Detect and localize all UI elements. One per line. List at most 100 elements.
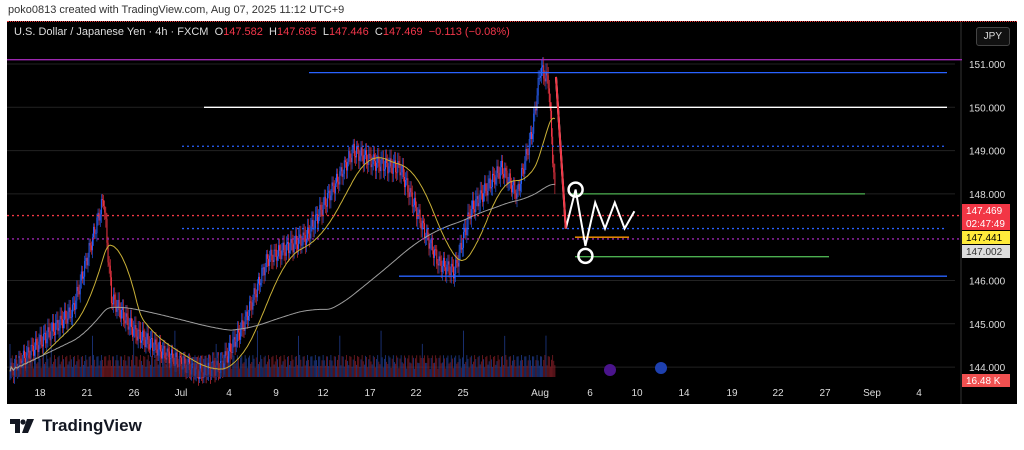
volume-bar [256, 330, 258, 377]
volume-bar [352, 359, 354, 377]
time-tick: Sep [863, 388, 881, 399]
volume-bar [87, 366, 89, 377]
candle-body [381, 158, 383, 160]
candle-body [46, 339, 48, 344]
chart-area[interactable]: 151.000 150.000 149.000 148.000 146.000 145.0… [7, 21, 1017, 404]
candle-body [481, 193, 483, 202]
candle-body [413, 197, 415, 206]
time-tick: 18 [34, 388, 46, 399]
currency-button[interactable]: JPY [975, 27, 1010, 46]
volume-bar [447, 355, 449, 377]
volume-bar [220, 362, 221, 377]
candle-body [249, 301, 251, 316]
volume-bar [460, 367, 462, 377]
volume-bar [79, 366, 81, 377]
candle-body [91, 237, 93, 251]
tradingview-logo[interactable]: TradingView [10, 416, 142, 436]
volume-bar [103, 366, 104, 377]
volume-bar [546, 365, 548, 377]
volume-bar [93, 355, 94, 377]
volume-bar [186, 355, 188, 377]
candle-body [424, 223, 426, 238]
volume-bar [58, 355, 60, 377]
volume-bar [175, 357, 177, 377]
high-label: H [269, 26, 277, 38]
volume-bar [318, 356, 320, 377]
logo-text: TradingView [42, 416, 142, 435]
candle-body [329, 190, 331, 201]
volume-bar [470, 355, 472, 377]
volume-bar [204, 363, 206, 377]
volume-bar [290, 361, 292, 377]
candle-body [361, 147, 363, 156]
candle-body [529, 132, 531, 140]
volume-bar [216, 358, 218, 377]
volume-bar [51, 364, 53, 377]
candle-body [418, 209, 420, 213]
volume-bar [338, 355, 340, 377]
candle-body [264, 267, 266, 276]
candle-body [27, 347, 29, 353]
candle-body [342, 173, 344, 177]
change-value: −0.113 (−0.08%) [428, 26, 510, 38]
candle-body [399, 164, 401, 176]
volume-bar [94, 359, 96, 377]
volume-bar [350, 356, 352, 377]
volume-bar [128, 356, 130, 377]
volume-bar [104, 356, 106, 377]
volume-bar [246, 368, 248, 377]
volume-bar [342, 356, 344, 377]
volume-bar [410, 363, 412, 377]
volume-bar [424, 355, 425, 377]
volume-bar [148, 361, 150, 377]
volume-bar [387, 363, 389, 377]
time-tick: 19 [726, 388, 738, 399]
volume-bar [366, 357, 367, 377]
volume-bar [116, 355, 118, 377]
candle-body [327, 193, 329, 207]
candle-body [371, 164, 373, 168]
price-tick: 150.000 [969, 103, 1006, 114]
candle-body [256, 283, 258, 298]
candle-body [456, 259, 458, 263]
volume-bar [240, 357, 242, 377]
time-tick: 12 [317, 388, 329, 399]
volume-bar [145, 366, 147, 377]
volume-bar [409, 362, 411, 377]
volume-bar [243, 362, 245, 377]
volume-bar [467, 358, 469, 377]
volume-bar [301, 366, 303, 377]
candle-body [31, 344, 33, 346]
candle-body [175, 352, 177, 357]
candle-body [349, 151, 351, 158]
candle-body [337, 173, 339, 182]
volume-bar [419, 355, 421, 377]
volume-bar [271, 357, 273, 377]
volume-bar [196, 363, 198, 377]
candle-body [109, 265, 111, 278]
candle-body [312, 219, 314, 230]
ma-slow-line [9, 183, 555, 372]
time-tick: 9 [273, 388, 279, 399]
volume-bar [163, 355, 165, 377]
candle-body [39, 334, 41, 342]
volume-bar [258, 364, 259, 377]
volume-bar [30, 355, 32, 377]
candle-body [300, 234, 302, 246]
volume-bar [543, 359, 545, 377]
volume-bar [223, 368, 225, 377]
volume-bar [292, 359, 294, 377]
candle-body [549, 102, 551, 111]
candle-body [359, 156, 361, 161]
volume-bar [302, 356, 304, 377]
volume-bar [197, 355, 199, 377]
candle-body [496, 166, 498, 178]
candle-body [339, 171, 341, 185]
chart-svg[interactable]: 151.000 150.000 149.000 148.000 146.000 145.0… [7, 22, 1017, 404]
candle-body [52, 322, 54, 332]
volume-bar [502, 356, 503, 377]
candle-body [94, 226, 96, 234]
candle-body [548, 88, 550, 103]
candle-body [200, 363, 202, 372]
candle-body [366, 150, 368, 162]
